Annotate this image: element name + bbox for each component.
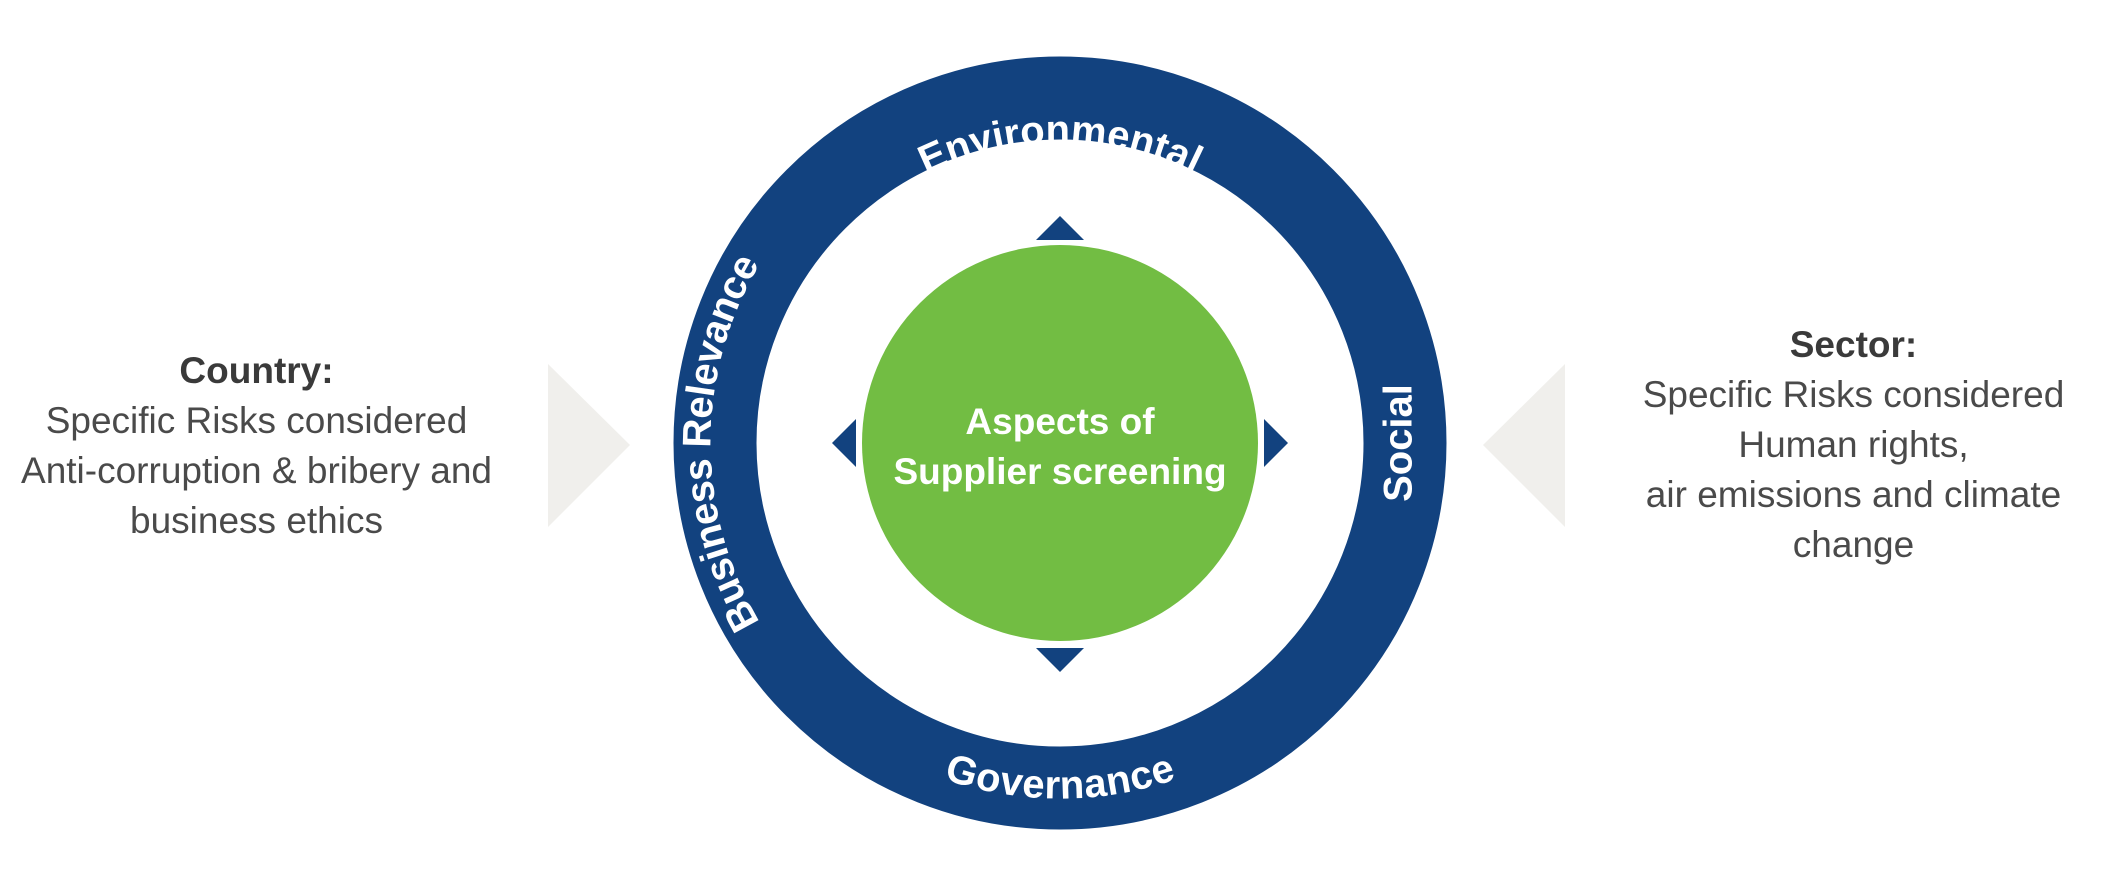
country-line: business ethics (130, 500, 383, 541)
sector-line: air emissions and climate (1645, 474, 2062, 515)
triangle-up-icon (1036, 216, 1084, 240)
sector-panel: Sector: Specific Risks considered Human … (1603, 320, 2104, 570)
sector-line: change (1792, 524, 1915, 565)
core-title-line2: Supplier screening (893, 451, 1226, 492)
outer-ring (673, 56, 1447, 830)
sector-line: Human rights, (1738, 424, 1969, 465)
country-heading: Country: (179, 350, 334, 391)
sector-line: Specific Risks considered (1642, 374, 2065, 415)
chevron-left-icon (1483, 364, 1565, 527)
country-panel: Country: Specific Risks considered Anti-… (0, 346, 513, 546)
chevron-right-icon (548, 364, 630, 527)
core-title-line1: Aspects of (965, 401, 1155, 442)
triangle-down-icon (1036, 648, 1084, 672)
core-circle (862, 245, 1258, 641)
ring-label-social: Social (1377, 384, 1421, 502)
country-line: Anti-corruption & bribery and (21, 450, 492, 491)
country-line: Specific Risks considered (45, 400, 468, 441)
triangle-left-icon (832, 419, 856, 467)
triangle-right-icon (1264, 419, 1288, 467)
sector-heading: Sector: (1789, 324, 1918, 365)
